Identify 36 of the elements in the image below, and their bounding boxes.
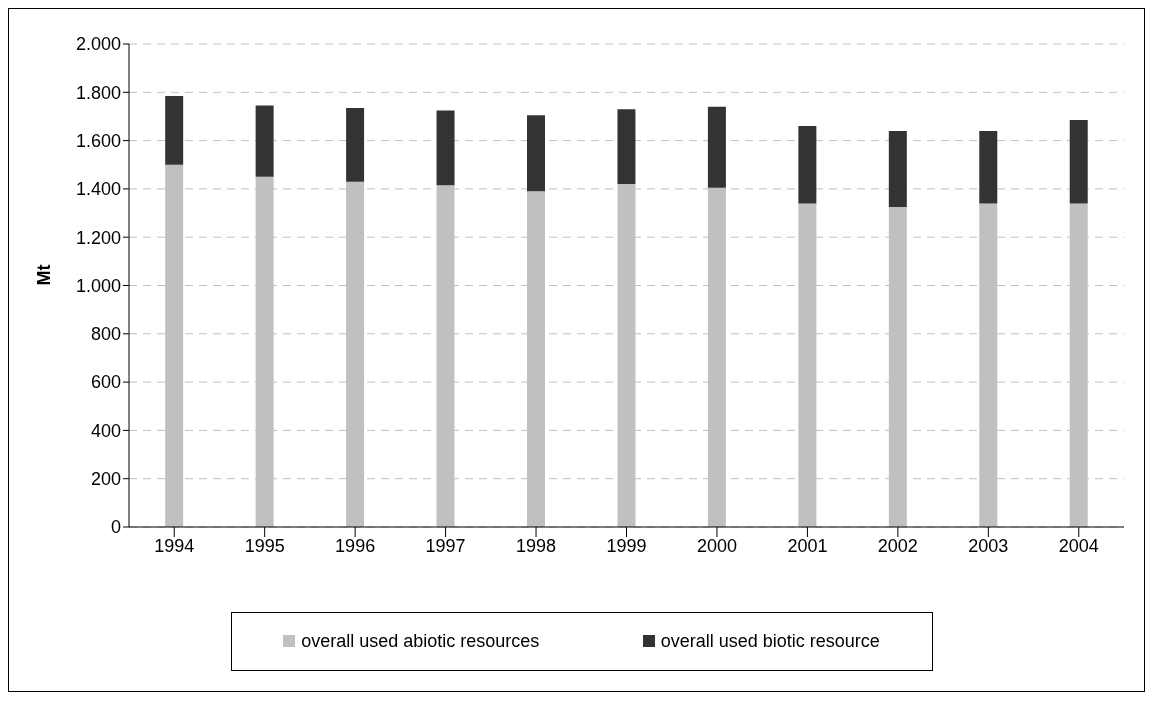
y-tick-label: 600: [90, 372, 121, 393]
y-tick-label: 1.000: [75, 275, 121, 296]
y-tick-label: 400: [90, 420, 121, 441]
bar: [346, 108, 365, 182]
legend-label: overall used abiotic resources: [300, 631, 540, 652]
x-tick-label: 2004: [1058, 535, 1099, 556]
y-tick-label: 1.200: [75, 227, 121, 248]
x-tick-label: 1998: [516, 535, 557, 556]
bar: [979, 130, 998, 204]
bar: [617, 109, 636, 185]
x-tick-label: 1997: [425, 535, 466, 556]
bar: [1069, 120, 1088, 204]
bar: [255, 105, 274, 177]
x-tick-label: 2002: [877, 535, 918, 556]
y-tick-label: 1.800: [75, 82, 121, 103]
y-tick-label: 800: [90, 324, 121, 345]
bar: [527, 115, 545, 192]
x-tick-label: 2001: [787, 535, 828, 556]
y-axis-title: Mt: [34, 264, 55, 286]
bar: [436, 110, 455, 186]
bar: [165, 95, 184, 165]
x-tick-label: 2003: [968, 535, 1009, 556]
x-tick-label: 2000: [696, 535, 737, 556]
bar: [798, 126, 817, 204]
x-tick-label: 1996: [335, 535, 376, 556]
y-tick-label: 2.000: [75, 34, 121, 55]
y-tick-label: 0: [110, 517, 121, 538]
y-tick-label: 1.400: [75, 179, 121, 200]
bar: [707, 106, 726, 188]
legend-label: overall used biotic resource: [659, 631, 880, 652]
x-tick-label: 1999: [606, 535, 647, 556]
y-tick-label: 200: [90, 469, 121, 490]
x-tick-label: 1994: [154, 535, 195, 556]
x-tick-label: 1995: [244, 535, 285, 556]
y-tick-label: 1.600: [75, 130, 121, 151]
bar: [888, 130, 907, 208]
